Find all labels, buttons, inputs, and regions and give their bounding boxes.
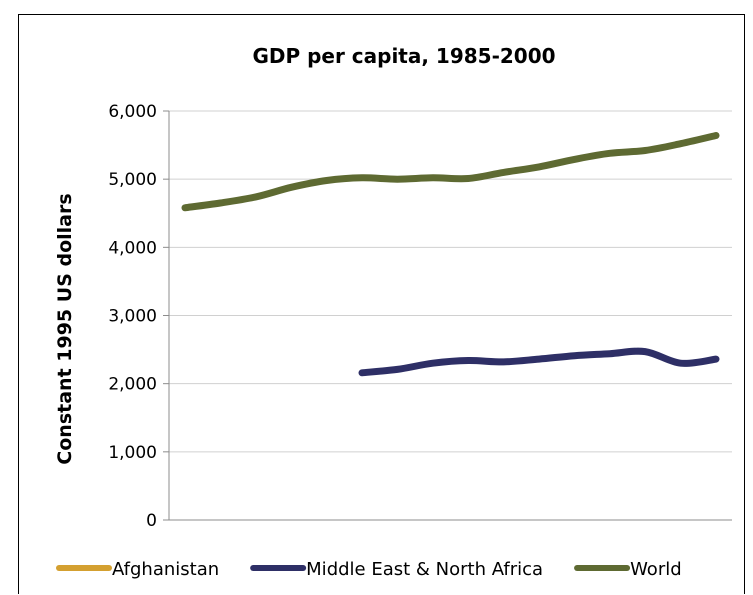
- legend-label: Afghanistan: [112, 559, 219, 580]
- y-axis-label: Constant 1995 US dollars: [54, 193, 76, 464]
- legend: Afghanistan Middle East & North Africa Wor…: [56, 559, 682, 580]
- y-tick-labels: 0 1,000 2,000 3,000 4,000 5,000 6,000: [108, 102, 169, 531]
- series-line-world: [181, 132, 720, 212]
- series-lines: [181, 132, 720, 377]
- y-tick-label: 6,000: [108, 102, 157, 122]
- y-tick-label: 2,000: [108, 375, 157, 395]
- y-tick-label: 0: [146, 511, 157, 531]
- y-tick-label: 3,000: [108, 307, 157, 327]
- legend-label: Middle East & North Africa: [306, 559, 543, 580]
- legend-item-middle-east-north-africa: Middle East & North Africa: [250, 559, 543, 580]
- legend-label: World: [630, 559, 682, 580]
- x-axis: [168, 111, 732, 521]
- gridlines: [169, 110, 732, 453]
- y-tick-label: 4,000: [108, 238, 157, 258]
- series-line-middle-east-north-africa: [358, 347, 720, 377]
- legend-item-afghanistan: Afghanistan: [56, 559, 219, 580]
- line-chart: GDP per capita, 1985-2000 Constant 1995 …: [54, 44, 732, 580]
- y-tick-label: 5,000: [108, 170, 157, 190]
- chart-frame: GDP per capita, 1985-2000 Constant 1995 …: [18, 14, 745, 594]
- y-tick-label: 1,000: [108, 443, 157, 463]
- chart-title: GDP per capita, 1985-2000: [252, 44, 555, 68]
- legend-item-world: World: [574, 559, 682, 580]
